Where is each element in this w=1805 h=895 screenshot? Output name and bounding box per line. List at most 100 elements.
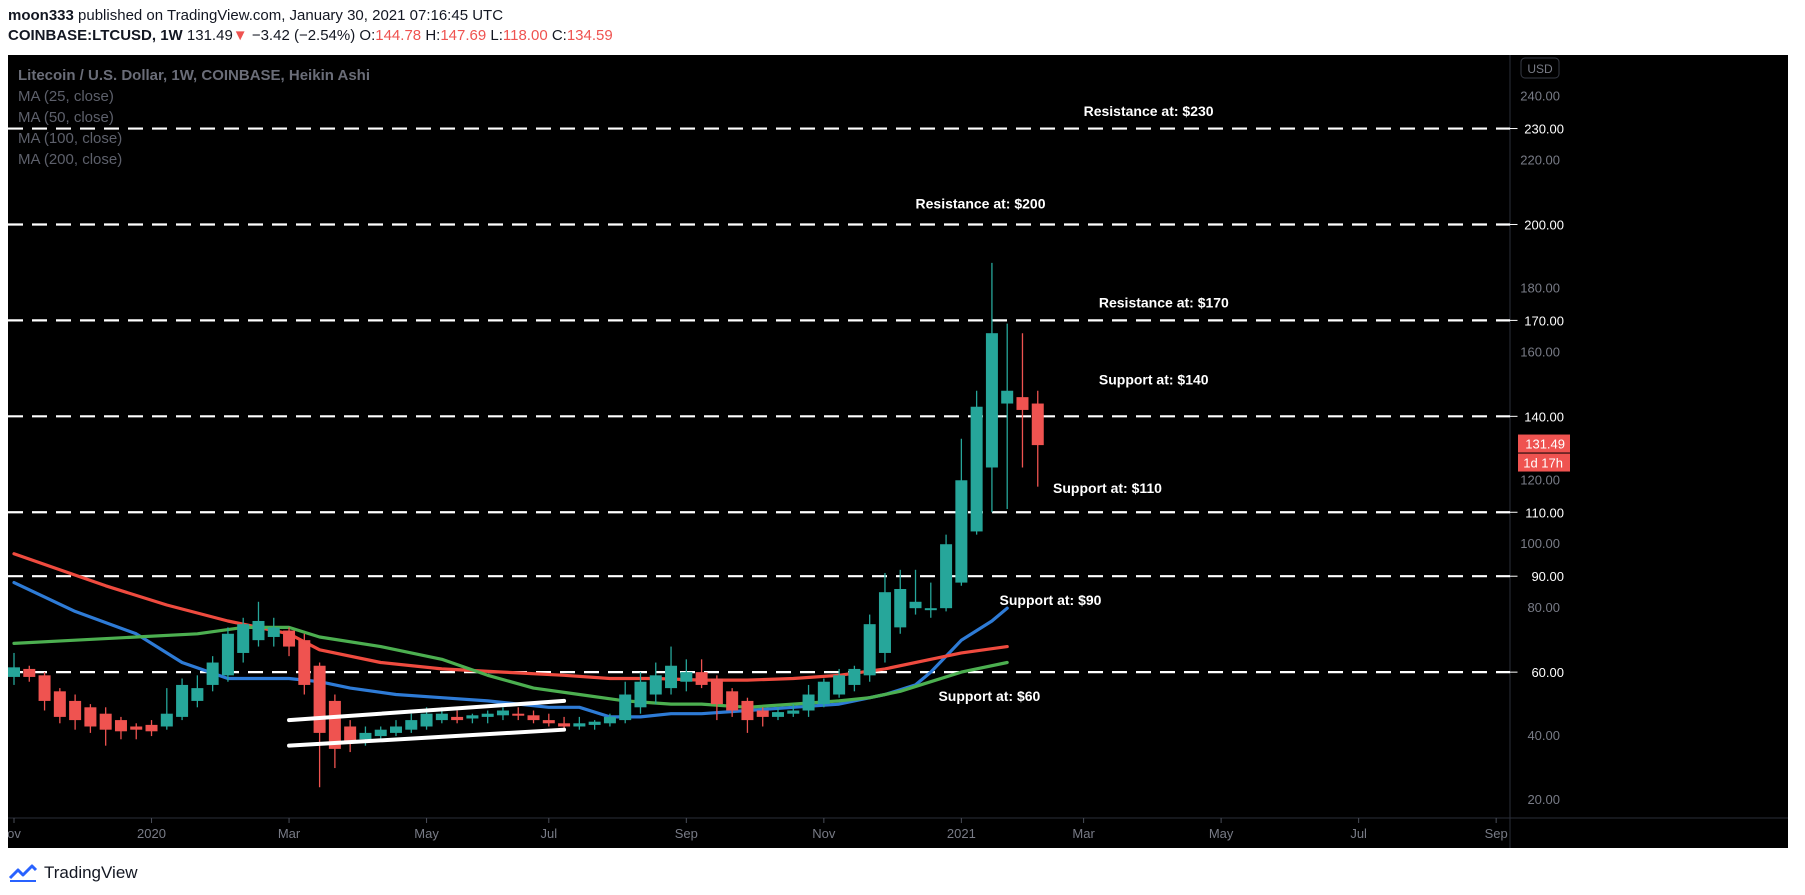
candle-body[interactable] [634, 681, 647, 708]
candle-body[interactable] [573, 723, 586, 727]
legend-ma-100[interactable]: MA (100, close) [18, 130, 123, 147]
low-label: L: [490, 27, 503, 44]
candle-body[interactable] [114, 720, 127, 732]
level-label: Resistance at: $200 [916, 195, 1046, 211]
candle-body[interactable] [69, 700, 82, 721]
candle-body[interactable] [176, 684, 189, 717]
level-price-label: 90.00 [1531, 569, 1564, 584]
candle-body[interactable] [328, 700, 341, 749]
candle-body[interactable] [206, 662, 219, 685]
candle-body[interactable] [741, 700, 754, 721]
chart-panel[interactable]: 20.00 40.00 60.00 80.00 100.00 120.00 140.00 16… [8, 55, 1788, 848]
level-price-label: 200.00 [1524, 217, 1564, 232]
candle-body[interactable] [558, 723, 571, 727]
candle-body[interactable] [481, 713, 494, 717]
candle-body[interactable] [924, 608, 937, 611]
candle-body[interactable] [817, 681, 830, 705]
candle-body[interactable] [23, 668, 36, 677]
x-tick-label: ov [8, 826, 21, 841]
candle-body[interactable] [405, 720, 418, 730]
legend-ma-25[interactable]: MA (25, close) [18, 88, 114, 105]
candle-body[interactable] [313, 665, 326, 733]
candle-body[interactable] [298, 640, 311, 685]
tradingview-logo-icon[interactable] [8, 862, 38, 884]
last-price: 131.49 [186, 27, 233, 44]
candle-body[interactable] [802, 694, 815, 711]
legend-ma-50[interactable]: MA (50, close) [18, 109, 114, 126]
candle-body[interactable] [252, 620, 265, 641]
candle-body[interactable] [894, 588, 907, 628]
candle-body[interactable] [374, 729, 387, 737]
candle-body[interactable] [191, 688, 204, 701]
candle-body[interactable] [466, 715, 479, 719]
channel-line-upper[interactable] [287, 698, 567, 723]
candle-body[interactable] [542, 720, 555, 724]
close-value: 134.59 [566, 27, 613, 44]
candle-body[interactable] [833, 675, 846, 695]
candle-body[interactable] [237, 624, 250, 653]
x-tick-label: Nov [812, 826, 836, 841]
candle-body[interactable] [1031, 403, 1044, 446]
candle-body[interactable] [8, 667, 20, 677]
ma-line[interactable] [12, 552, 1009, 682]
level-price-box [1517, 662, 1569, 682]
candle-body[interactable] [878, 592, 891, 653]
level-price-label: 60.00 [1531, 665, 1564, 680]
candle-body[interactable] [985, 333, 998, 468]
candle-body[interactable] [970, 406, 983, 532]
candle-body[interactable] [359, 732, 372, 740]
candle-body[interactable] [145, 724, 158, 732]
candle-body[interactable] [344, 726, 357, 743]
footer-brand[interactable]: TradingView [44, 863, 138, 882]
candle-body[interactable] [619, 694, 632, 721]
candle-body[interactable] [695, 672, 708, 685]
candle-body[interactable] [603, 716, 616, 724]
currency-box[interactable] [1520, 57, 1560, 79]
candle-body[interactable] [512, 713, 525, 716]
candle-body[interactable] [53, 691, 66, 717]
candle-body[interactable] [1001, 390, 1014, 404]
author-name[interactable]: moon333 [8, 7, 74, 24]
candle-body[interactable] [848, 668, 861, 685]
candle-body[interactable] [940, 544, 953, 609]
x-tick-label: Jul [540, 826, 557, 841]
candle-body[interactable] [649, 675, 662, 695]
last-price-value: 131.49 [1525, 437, 1565, 452]
candle-body[interactable] [420, 713, 433, 727]
y-tick-label: 180.00 [1520, 280, 1560, 295]
candle-body[interactable] [863, 624, 876, 676]
candle-body[interactable] [1016, 397, 1029, 410]
candle-body[interactable] [283, 630, 296, 647]
candle-body[interactable] [451, 716, 464, 721]
price-chart[interactable]: 20.00 40.00 60.00 80.00 100.00 120.00 140.00 16… [8, 55, 1788, 848]
candle-body[interactable] [390, 726, 402, 733]
countdown-tag [1518, 453, 1570, 472]
candle-body[interactable] [221, 633, 234, 676]
candle-body[interactable] [160, 713, 173, 727]
candle-body[interactable] [680, 672, 693, 682]
level-label: Resistance at: $230 [1084, 103, 1214, 119]
candle-body[interactable] [710, 678, 723, 705]
candle-body[interactable] [588, 721, 601, 725]
legend-ma-200[interactable]: MA (200, close) [18, 151, 123, 168]
y-tick-label: 240.00 [1520, 89, 1560, 104]
candle-body[interactable] [38, 675, 51, 701]
candle-body[interactable] [527, 715, 540, 721]
candle-body[interactable] [726, 691, 739, 711]
candle-body[interactable] [267, 627, 280, 637]
candle-body[interactable] [772, 712, 784, 717]
candle-body[interactable] [435, 713, 448, 721]
candle-body[interactable] [496, 710, 509, 716]
y-tick-label: 80.00 [1527, 600, 1560, 615]
candle-body[interactable] [787, 710, 800, 714]
candle-body[interactable] [665, 665, 678, 689]
candle-body[interactable] [909, 601, 922, 609]
level-price-box [1517, 310, 1569, 330]
candle-body[interactable] [130, 726, 143, 730]
ma-line[interactable] [12, 625, 1009, 709]
candle-body[interactable] [84, 707, 97, 727]
channel-line-lower[interactable] [287, 727, 567, 748]
candle-body[interactable] [955, 480, 968, 583]
candle-body[interactable] [756, 710, 769, 717]
candle-body[interactable] [99, 713, 112, 730]
